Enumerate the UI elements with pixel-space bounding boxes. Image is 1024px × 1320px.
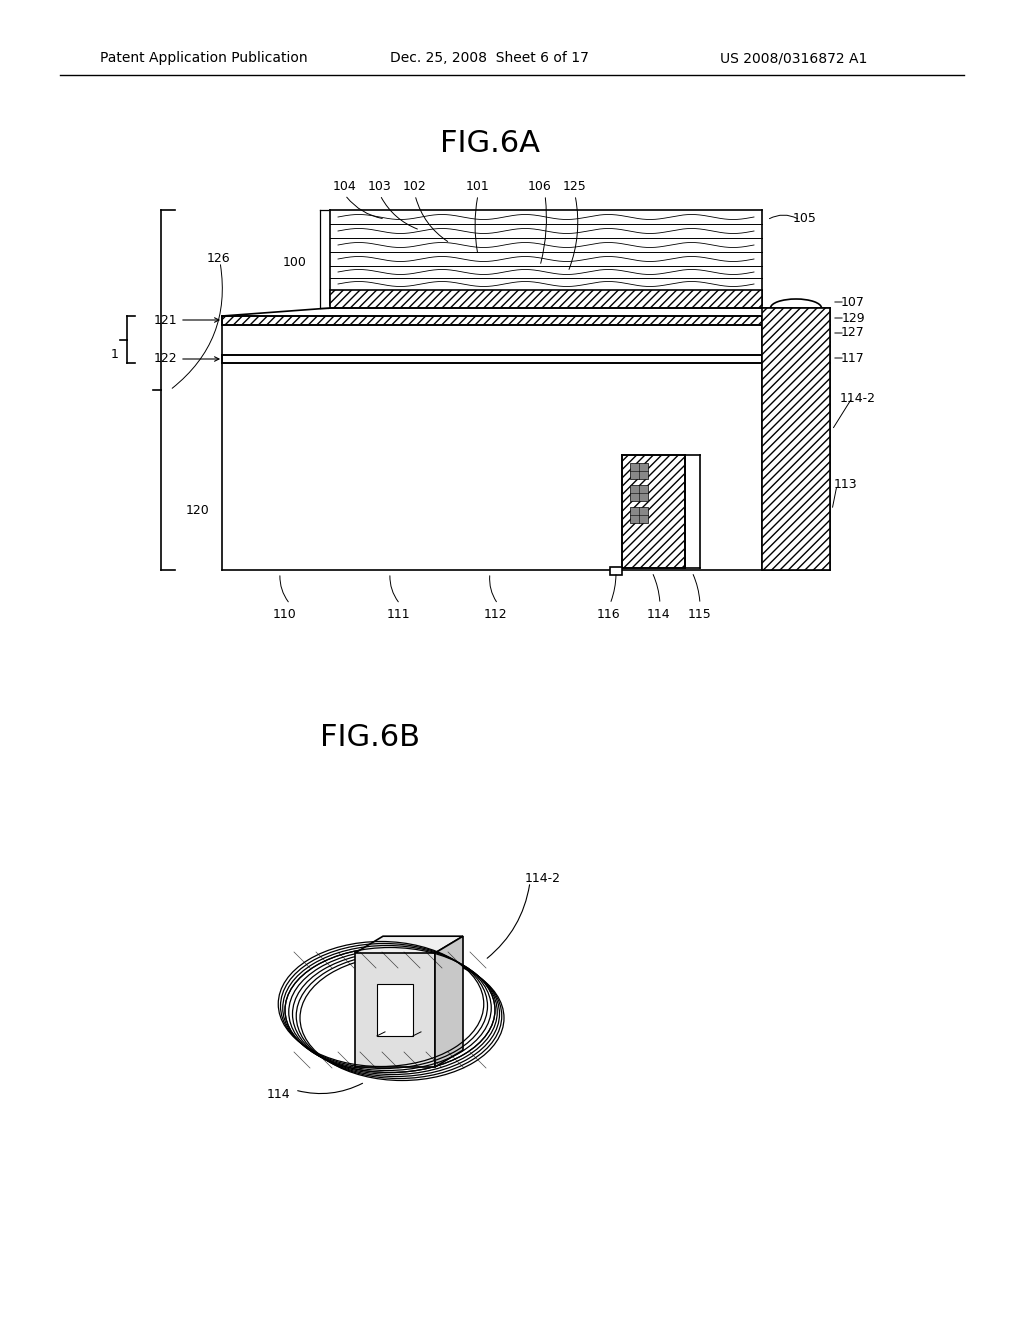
Text: 115: 115 — [688, 607, 712, 620]
Text: 127: 127 — [841, 326, 865, 339]
Text: 121: 121 — [154, 314, 177, 326]
Text: 129: 129 — [841, 312, 865, 325]
Bar — [222, 315, 762, 325]
Text: 107: 107 — [841, 296, 865, 309]
Text: 126: 126 — [206, 252, 229, 264]
Text: FIG.6A: FIG.6A — [440, 128, 540, 157]
Text: Patent Application Publication: Patent Application Publication — [100, 51, 307, 65]
Bar — [377, 985, 413, 1036]
Text: 106: 106 — [528, 180, 552, 193]
Text: 117: 117 — [841, 351, 865, 364]
Text: 101: 101 — [466, 180, 489, 193]
Bar — [610, 568, 622, 576]
Bar — [630, 484, 648, 502]
Text: 110: 110 — [273, 607, 297, 620]
Bar — [630, 507, 648, 523]
Text: 125: 125 — [563, 180, 587, 193]
Text: 104: 104 — [333, 180, 357, 193]
Bar — [762, 308, 830, 570]
Bar — [222, 355, 762, 363]
Text: 114: 114 — [266, 1089, 290, 1101]
Polygon shape — [435, 936, 463, 1067]
Text: 116: 116 — [596, 607, 620, 620]
Text: 114: 114 — [646, 607, 670, 620]
Text: 122: 122 — [154, 352, 177, 366]
Text: 114-2: 114-2 — [840, 392, 876, 404]
Text: 1: 1 — [111, 348, 119, 362]
Text: 113: 113 — [834, 479, 857, 491]
Text: 120: 120 — [186, 503, 210, 516]
Text: FIG.6B: FIG.6B — [319, 723, 420, 752]
Bar — [630, 463, 648, 479]
Text: 103: 103 — [368, 180, 392, 193]
Bar — [330, 290, 762, 308]
Text: 105: 105 — [793, 213, 817, 226]
Text: US 2008/0316872 A1: US 2008/0316872 A1 — [720, 51, 867, 65]
Text: 112: 112 — [483, 607, 507, 620]
Text: 114-2: 114-2 — [525, 871, 561, 884]
Bar — [622, 455, 685, 568]
Text: 102: 102 — [403, 180, 427, 193]
Text: Dec. 25, 2008  Sheet 6 of 17: Dec. 25, 2008 Sheet 6 of 17 — [390, 51, 589, 65]
Polygon shape — [355, 936, 463, 953]
Bar — [355, 952, 435, 1067]
Text: 100: 100 — [283, 256, 307, 268]
Text: 111: 111 — [386, 607, 410, 620]
